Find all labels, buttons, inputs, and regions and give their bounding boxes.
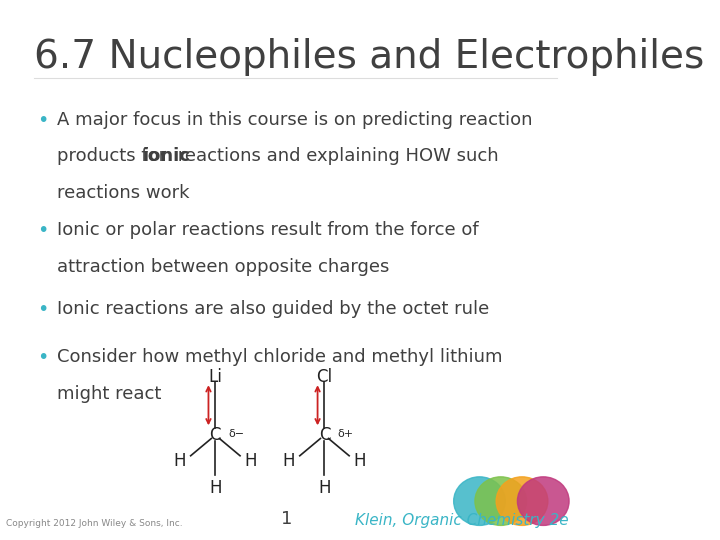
Text: •: • [37, 221, 49, 240]
Text: δ+: δ+ [337, 429, 354, 438]
Text: H: H [209, 478, 222, 497]
Text: 1: 1 [282, 510, 293, 528]
Circle shape [496, 477, 548, 525]
Text: C: C [210, 426, 221, 444]
Circle shape [454, 477, 505, 525]
Text: Ionic reactions are also guided by the octet rule: Ionic reactions are also guided by the o… [58, 300, 490, 318]
Text: 6.7 Nucleophiles and Electrophiles: 6.7 Nucleophiles and Electrophiles [35, 38, 705, 76]
Text: Klein, Organic Chemistry 2e: Klein, Organic Chemistry 2e [355, 513, 569, 528]
Text: might react: might react [58, 385, 162, 403]
Text: •: • [37, 111, 49, 130]
Circle shape [475, 477, 526, 525]
Text: •: • [37, 300, 49, 319]
Text: H: H [283, 451, 295, 470]
Circle shape [518, 477, 569, 525]
Text: ionic: ionic [143, 147, 190, 165]
Text: H: H [318, 478, 330, 497]
Text: C: C [319, 426, 330, 444]
Text: Cl: Cl [316, 368, 333, 386]
Text: attraction between opposite charges: attraction between opposite charges [58, 258, 390, 276]
Text: δ−: δ− [228, 429, 244, 438]
Text: A major focus in this course is on predicting reaction: A major focus in this course is on predi… [58, 111, 533, 129]
Text: Li: Li [208, 368, 222, 386]
Text: H: H [354, 451, 366, 470]
Text: reactions and explaining HOW such: reactions and explaining HOW such [172, 147, 499, 165]
Text: H: H [174, 451, 186, 470]
Text: products for: products for [58, 147, 172, 165]
Text: reactions work: reactions work [58, 184, 190, 202]
Text: Copyright 2012 John Wiley & Sons, Inc.: Copyright 2012 John Wiley & Sons, Inc. [6, 519, 182, 528]
Text: Ionic or polar reactions result from the force of: Ionic or polar reactions result from the… [58, 221, 479, 239]
Text: H: H [245, 451, 257, 470]
Text: Consider how methyl chloride and methyl lithium: Consider how methyl chloride and methyl … [58, 348, 503, 366]
Text: •: • [37, 348, 49, 367]
